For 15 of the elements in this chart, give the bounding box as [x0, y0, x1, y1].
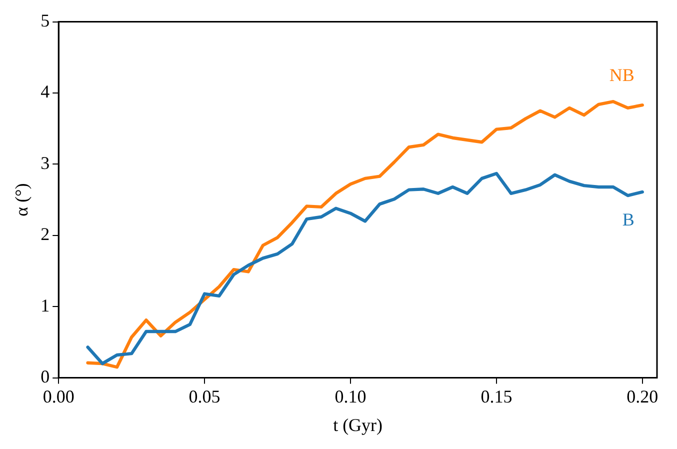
- series-label: B: [622, 210, 634, 230]
- y-tick-label: 2: [40, 224, 50, 244]
- x-tick-label: 0.00: [42, 386, 74, 406]
- x-axis-title: t (Gyr): [333, 414, 383, 435]
- series-label: NB: [609, 64, 634, 85]
- y-tick-label: 5: [40, 10, 50, 31]
- y-tick-label: 1: [40, 295, 50, 316]
- y-axis-title: α (°): [12, 183, 32, 216]
- x-tick-label: 0.05: [188, 386, 220, 406]
- x-tick-label: 0.10: [334, 386, 366, 406]
- y-tick-label: 4: [40, 82, 50, 102]
- x-tick-label: 0.20: [626, 386, 658, 406]
- y-tick-label: 0: [40, 366, 50, 387]
- x-tick-label: 0.15: [480, 386, 512, 406]
- y-tick-label: 3: [40, 152, 50, 173]
